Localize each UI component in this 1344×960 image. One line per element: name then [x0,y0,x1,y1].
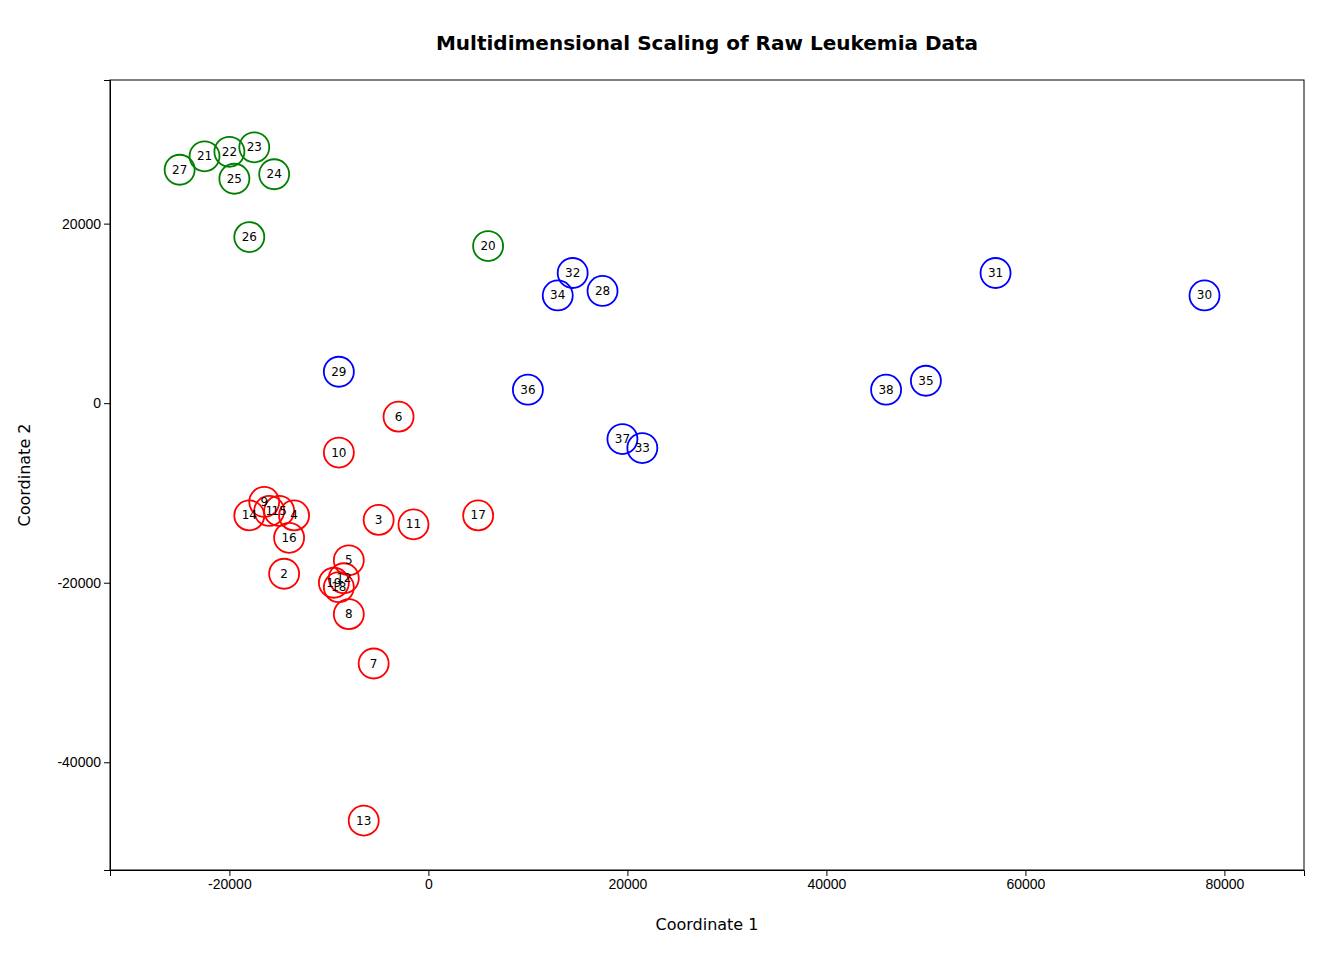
y-tick-mark [104,403,110,404]
point [324,438,354,468]
point-label: 32 [565,266,580,280]
point [543,280,573,310]
point [871,375,901,405]
point-label: 37 [615,432,630,446]
point [463,500,493,530]
point [269,559,299,589]
point [334,599,364,629]
point [349,806,379,836]
point-label: 29 [331,365,346,379]
point-label: 36 [520,383,535,397]
point-label: 23 [247,140,262,154]
y-tick: 0 [93,395,110,411]
y-axis: -40000 -20000 0 20000 [57,81,110,871]
y-tick-label: -20000 [57,575,101,591]
point-labels: 1234567891011121314151617181920212223242… [172,140,1212,827]
x-axis: -20000 0 20000 40000 60000 80000 [111,870,1305,892]
point-label: 13 [356,814,371,828]
x-tick: 0 [425,870,433,892]
point [558,258,588,288]
plot-frame [110,80,1304,870]
y-tick: -20000 [57,575,110,591]
point [219,164,249,194]
point-label: 14 [242,508,257,522]
x-axis-line [111,871,1305,877]
chart: -20000 0 20000 40000 60000 80000 -40000 -20000 0… [0,0,1344,960]
point-label: 28 [595,284,610,298]
x-tick: -20000 [208,870,252,892]
x-tick-label: 40000 [807,876,846,892]
point [239,132,269,162]
point-label: 35 [918,374,933,388]
x-tick: 20000 [608,870,647,892]
point-label: 33 [635,441,650,455]
point-label: 26 [242,230,257,244]
y-tick-label: 20000 [62,216,101,232]
point [627,433,657,463]
point [384,402,414,432]
x-tick: 80000 [1205,870,1244,892]
point [398,509,428,539]
y-tick-label: -40000 [57,754,101,770]
x-axis-title: Coordinate 1 [656,915,759,934]
y-tick: -40000 [57,754,110,770]
point [274,523,304,553]
point-label: 7 [370,657,378,671]
title: Multidimensional Scaling of Raw Leukemia… [436,31,978,55]
point [513,375,543,405]
point-label: 24 [267,167,282,181]
point-label: 30 [1197,288,1212,302]
y-tick-mark [104,762,110,763]
point [165,155,195,185]
point-label: 8 [345,607,353,621]
point-label: 10 [331,446,346,460]
points [165,132,1220,835]
point-label: 38 [878,383,893,397]
x-tick-label: 60000 [1006,876,1045,892]
point [364,505,394,535]
point [324,357,354,387]
y-tick-mark [104,224,110,225]
point-label: 15 [272,504,287,518]
point-label: 31 [988,266,1003,280]
point [1190,280,1220,310]
point [234,222,264,252]
point [259,159,289,189]
point-label: 17 [471,508,486,522]
x-tick: 60000 [1006,870,1045,892]
point-label: 5 [345,553,353,567]
y-tick-label: 0 [93,395,101,411]
y-tick: 20000 [62,216,110,232]
x-tick-label: 0 [425,876,433,892]
point-label: 22 [222,145,237,159]
point [473,231,503,261]
point [981,258,1011,288]
x-tick-label: -20000 [208,876,252,892]
point-label: 16 [281,531,296,545]
x-tick-label: 80000 [1205,876,1244,892]
point-label: 3 [375,513,383,527]
point-label: 25 [227,172,242,186]
point [588,276,618,306]
y-tick-mark [104,583,110,584]
point-label: 2 [280,567,288,581]
point [911,366,941,396]
point-label: 11 [406,517,421,531]
y-axis-title: Coordinate 2 [15,424,34,527]
point-label: 27 [172,163,187,177]
point-label: 34 [550,288,565,302]
plot-area: -20000 0 20000 40000 60000 80000 -40000 -20000 0… [57,80,1304,892]
point-label: 20 [480,239,495,253]
point [359,649,389,679]
point-label: 6 [395,410,403,424]
y-axis-line [104,81,111,871]
point [607,424,637,454]
point-label: 4 [290,508,298,522]
x-tick-label: 20000 [608,876,647,892]
point-label: 21 [197,149,212,163]
point-label: 9 [260,495,268,509]
point-label: 19 [326,576,341,590]
x-tick: 40000 [807,870,846,892]
